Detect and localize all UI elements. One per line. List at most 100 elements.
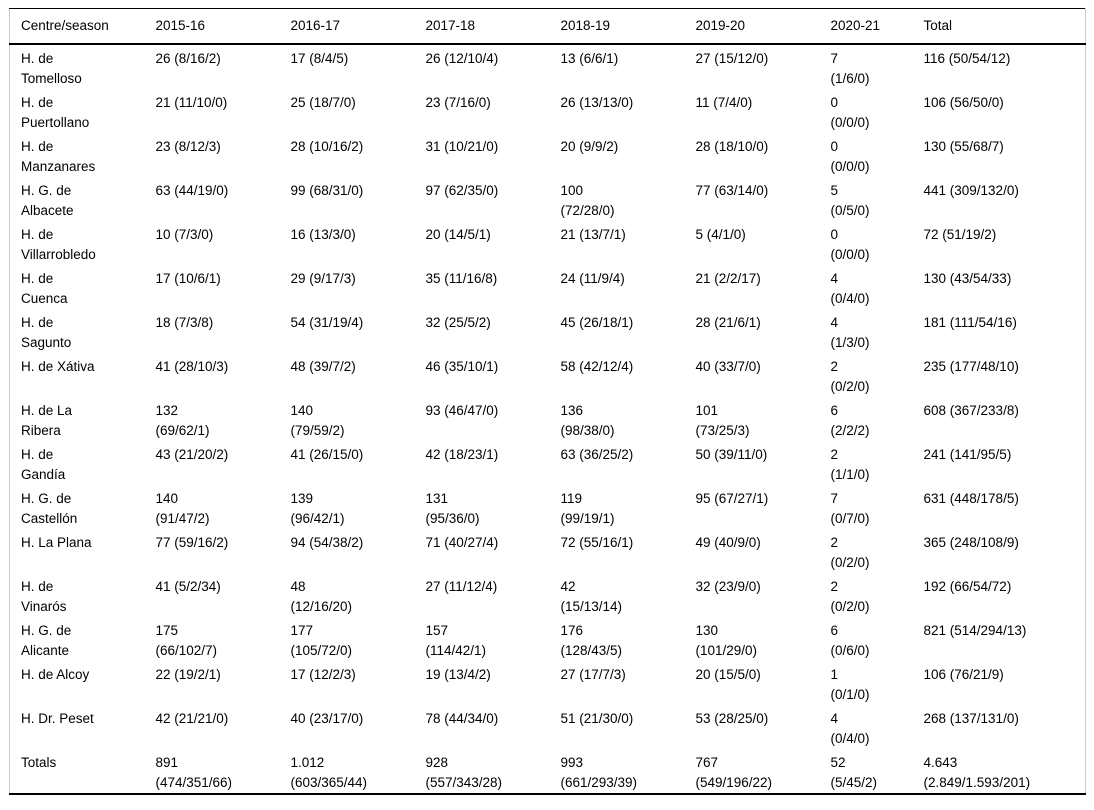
value-cell: 23 (8/12/3) [155, 139, 221, 154]
value-cell: 21 (2/2/17) [695, 271, 761, 286]
value-cell: 157 (114/42/1) [425, 623, 487, 658]
value-cell: 130 (43/54/33) [923, 271, 1012, 286]
centre-cell: H. de Vinarós [21, 579, 67, 614]
value-cell: 176 (128/43/5) [560, 623, 623, 658]
value-cell: 29 (9/17/3) [290, 271, 356, 286]
centre-cell: H. de Villarrobledo [21, 227, 96, 262]
value-cell: 77 (59/16/2) [155, 535, 229, 550]
table-row: H. de La Ribera 132 (69/62/1) 140 (79/59… [10, 397, 1086, 441]
value-cell: 993 (661/293/39) [560, 755, 638, 790]
value-cell: 46 (35/10/1) [425, 359, 499, 374]
centre-cell: H. G. de Castellón [21, 491, 78, 526]
value-cell: 26 (13/13/0) [560, 95, 634, 110]
value-cell: 28 (21/6/1) [695, 315, 761, 330]
value-cell: 767 (549/196/22) [695, 755, 773, 790]
value-cell: 20 (15/5/0) [695, 667, 761, 682]
value-cell: 72 (55/16/1) [560, 535, 634, 550]
value-cell: 95 (67/27/1) [695, 491, 769, 506]
value-cell: 181 (111/54/16) [923, 315, 1017, 330]
column-header-centre-season: Centre/season [9, 8, 156, 45]
value-cell: 631 (448/178/5) [923, 491, 1019, 506]
value-cell: 52 (5/45/2) [830, 755, 878, 790]
centre-cell: Totals [21, 755, 57, 770]
value-cell: 17 (10/6/1) [155, 271, 221, 286]
value-cell: 26 (8/16/2) [155, 51, 221, 66]
value-cell: 53 (28/25/0) [695, 711, 769, 726]
value-cell: 41 (26/15/0) [290, 447, 364, 462]
value-cell: 78 (44/34/0) [425, 711, 499, 726]
value-cell: 45 (26/18/1) [560, 315, 634, 330]
value-cell: 4 (1/3/0) [830, 315, 870, 350]
value-cell: 54 (31/19/4) [290, 315, 364, 330]
value-cell: 20 (14/5/1) [425, 227, 491, 242]
value-cell: 4.643 (2.849/1.593/201) [923, 755, 1031, 790]
value-cell: 11 (7/4/0) [695, 95, 753, 110]
column-header-2016-17: 2016-17 [290, 8, 426, 45]
value-cell: 58 (42/12/4) [560, 359, 634, 374]
centre-cell: H. de Alcoy [21, 667, 90, 682]
value-cell: 18 (7/3/8) [155, 315, 214, 330]
value-cell: 101 (73/25/3) [695, 403, 750, 438]
centre-cell: H. de Manzanares [21, 139, 96, 174]
value-cell: 5 (4/1/0) [695, 227, 746, 242]
value-cell: 100 (72/28/0) [560, 183, 615, 218]
value-cell: 99 (68/31/0) [290, 183, 364, 198]
value-cell: 28 (10/16/2) [290, 139, 364, 154]
value-cell: 1.012 (603/365/44) [290, 755, 368, 790]
table-row: H. de Vinarós 41 (5/2/34) 48 (12/16/20) … [10, 573, 1086, 617]
centre-cell: H. de Sagunto [21, 315, 72, 350]
table-row: H. de Sagunto 18 (7/3/8) 54 (31/19/4) 32… [10, 309, 1086, 353]
value-cell: 31 (10/21/0) [425, 139, 499, 154]
value-cell: 23 (7/16/0) [425, 95, 491, 110]
value-cell: 63 (44/19/0) [155, 183, 229, 198]
value-cell: 268 (137/131/0) [923, 711, 1019, 726]
value-cell: 32 (23/9/0) [695, 579, 761, 594]
centre-cell: H. de Cuenca [21, 271, 68, 306]
value-cell: 41 (5/2/34) [155, 579, 221, 594]
column-header-2020-21: 2020-21 [830, 8, 924, 45]
value-cell: 2 (0/2/0) [830, 579, 870, 614]
value-cell: 25 (18/7/0) [290, 95, 356, 110]
column-header-2015-16: 2015-16 [155, 8, 291, 45]
value-cell: 48 (12/16/20) [290, 579, 353, 614]
value-cell: 94 (54/38/2) [290, 535, 364, 550]
value-cell: 21 (13/7/1) [560, 227, 626, 242]
value-cell: 22 (19/2/1) [155, 667, 221, 682]
value-cell: 0 (0/0/0) [830, 139, 870, 174]
value-cell: 175 (66/102/7) [155, 623, 218, 658]
table-row: H. G. de Alicante 175 (66/102/7) 177 (10… [10, 617, 1086, 661]
value-cell: 16 (13/3/0) [290, 227, 356, 242]
value-cell: 77 (63/14/0) [695, 183, 769, 198]
value-cell: 891 (474/351/66) [155, 755, 233, 790]
value-cell: 5 (0/5/0) [830, 183, 870, 218]
value-cell: 119 (99/19/1) [560, 491, 615, 526]
value-cell: 26 (12/10/4) [425, 51, 499, 66]
value-cell: 132 (69/62/1) [155, 403, 210, 438]
value-cell: 235 (177/48/10) [923, 359, 1019, 374]
centre-cell: H. Dr. Peset [21, 711, 94, 726]
value-cell: 139 (96/42/1) [290, 491, 345, 526]
value-cell: 131 (95/36/0) [425, 491, 480, 526]
table-row: H. de Puertollano 21 (11/10/0) 25 (18/7/… [10, 89, 1086, 133]
value-cell: 97 (62/35/0) [425, 183, 499, 198]
value-cell: 42 (21/21/0) [155, 711, 229, 726]
value-cell: 13 (6/6/1) [560, 51, 619, 66]
value-cell: 2 (1/1/0) [830, 447, 870, 482]
centre-cell: H. G. de Albacete [21, 183, 74, 218]
value-cell: 51 (21/30/0) [560, 711, 634, 726]
header-row: Centre/season 2015-16 2016-17 2017-18 20… [9, 8, 1086, 45]
value-cell: 7 (0/7/0) [830, 491, 870, 526]
value-cell: 48 (39/7/2) [290, 359, 356, 374]
centre-cell: H. de La Ribera [21, 403, 73, 438]
value-cell: 365 (248/108/9) [923, 535, 1019, 550]
table-body: H. de Tomelloso 26 (8/16/2) 17 (8/4/5) 2… [10, 44, 1086, 794]
value-cell: 21 (11/10/0) [155, 95, 228, 110]
value-cell: 4 (0/4/0) [830, 271, 870, 306]
value-cell: 63 (36/25/2) [560, 447, 634, 462]
centre-cell: H. de Tomelloso [21, 51, 82, 86]
value-cell: 2 (0/2/0) [830, 535, 870, 570]
value-cell: 441 (309/132/0) [923, 183, 1019, 198]
table-row: H. de Manzanares 23 (8/12/3) 28 (10/16/2… [10, 133, 1086, 177]
table-row: H. de Cuenca 17 (10/6/1) 29 (9/17/3) 35 … [10, 265, 1086, 309]
